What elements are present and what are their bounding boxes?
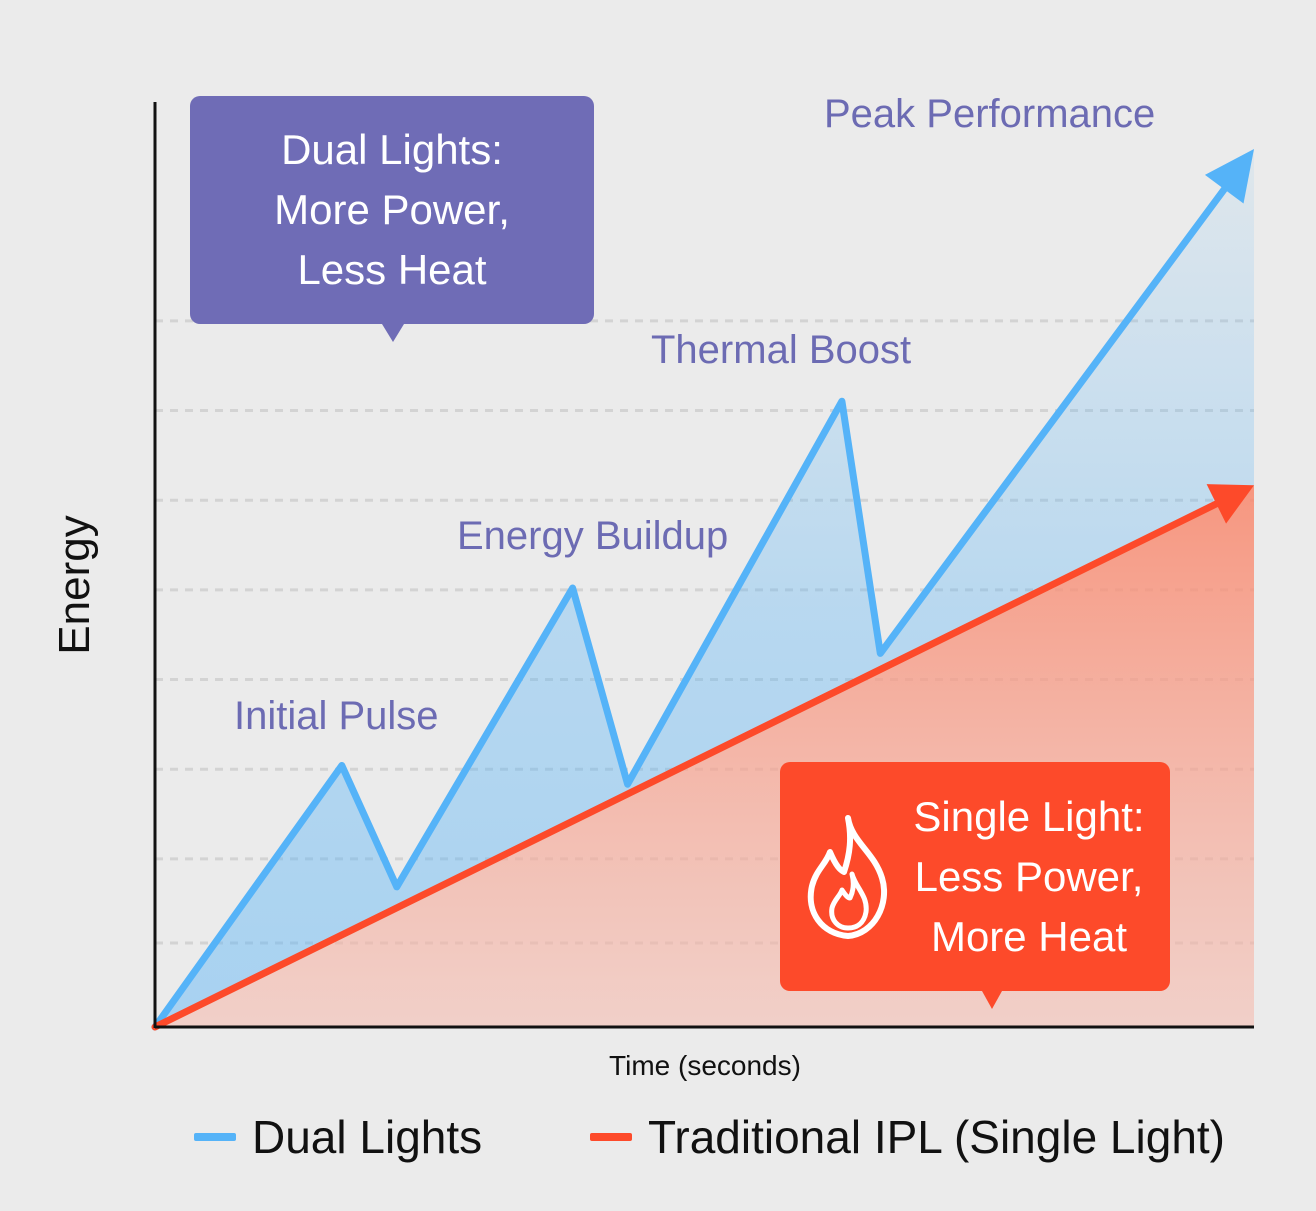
legend-item-single-light: Traditional IPL (Single Light)	[590, 1110, 1225, 1164]
single-light-callout: Single Light: Less Power, More Heat	[780, 762, 1170, 1009]
single-callout-text: Single Light: Less Power, More Heat	[896, 787, 1170, 967]
legend-swatch-dual	[194, 1133, 236, 1141]
dual-callout-line-2: More Power,	[274, 186, 510, 233]
annotation-initial-pulse: Initial Pulse	[234, 694, 439, 738]
x-axis-label: Time (seconds)	[609, 1050, 801, 1081]
annotation-peak-performance: Peak Performance	[824, 92, 1156, 136]
single-light-line	[151, 494, 1232, 1031]
annotation-energy-buildup: Energy Buildup	[457, 514, 729, 558]
flame-icon	[807, 814, 888, 939]
single-callout-line-3: More Heat	[930, 912, 1128, 960]
dual-lights-area	[155, 149, 1254, 1027]
legend-swatch-single	[590, 1133, 632, 1141]
dual-lights-line	[151, 173, 1237, 1031]
annotation-thermal-boost: Thermal Boost	[651, 328, 912, 372]
single-callout-line-1: Single Light:	[913, 792, 1145, 840]
single-light-arrowhead	[1206, 484, 1254, 524]
single-callout-line-2: Less Power,	[914, 852, 1144, 900]
dual-lights-callout: Dual Lights: More Power, Less Heat	[190, 96, 594, 342]
y-axis-label: Energy	[50, 515, 99, 655]
dual-callout-line-1: Dual Lights:	[281, 126, 503, 173]
dual-callout-line-3: Less Heat	[297, 246, 487, 293]
dual-lights-arrowhead	[1204, 149, 1254, 204]
legend-label-dual: Dual Lights	[252, 1111, 483, 1163]
legend-label-single: Traditional IPL (Single Light)	[648, 1111, 1225, 1163]
legend-item-dual-lights: Dual Lights	[194, 1110, 482, 1164]
